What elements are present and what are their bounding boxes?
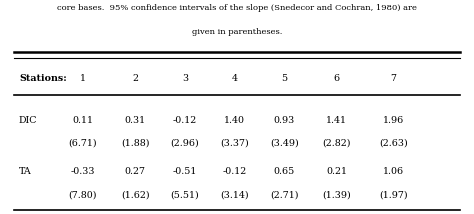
Text: 4: 4 xyxy=(232,74,237,83)
Text: (3.14): (3.14) xyxy=(220,190,249,199)
Text: given in parentheses.: given in parentheses. xyxy=(192,28,282,36)
Text: 1.41: 1.41 xyxy=(326,116,347,125)
Text: (1.62): (1.62) xyxy=(121,190,149,199)
Text: (2.96): (2.96) xyxy=(171,139,199,148)
Text: (7.80): (7.80) xyxy=(69,190,97,199)
Text: (1.88): (1.88) xyxy=(121,139,149,148)
Text: 0.11: 0.11 xyxy=(73,116,93,125)
Text: (6.71): (6.71) xyxy=(69,139,97,148)
Text: 7: 7 xyxy=(391,74,396,83)
Text: TA: TA xyxy=(19,167,32,176)
Text: 2: 2 xyxy=(132,74,138,83)
Text: (5.51): (5.51) xyxy=(171,190,199,199)
Text: -0.33: -0.33 xyxy=(71,167,95,176)
Text: 5: 5 xyxy=(282,74,287,83)
Text: (3.37): (3.37) xyxy=(220,139,249,148)
Text: 6: 6 xyxy=(334,74,339,83)
Text: (3.49): (3.49) xyxy=(270,139,299,148)
Text: 3: 3 xyxy=(182,74,188,83)
Text: 1.96: 1.96 xyxy=(383,116,404,125)
Text: Stations:: Stations: xyxy=(19,74,67,83)
Text: 0.21: 0.21 xyxy=(326,167,347,176)
Text: -0.12: -0.12 xyxy=(222,167,247,176)
Text: -0.51: -0.51 xyxy=(173,167,197,176)
Text: 0.93: 0.93 xyxy=(274,116,295,125)
Text: 0.31: 0.31 xyxy=(125,116,146,125)
Text: core bases.  95% confidence intervals of the slope (Snedecor and Cochran, 1980) : core bases. 95% confidence intervals of … xyxy=(57,4,417,12)
Text: -0.12: -0.12 xyxy=(173,116,197,125)
Text: DIC: DIC xyxy=(19,116,37,125)
Text: 1: 1 xyxy=(80,74,86,83)
Text: 0.27: 0.27 xyxy=(125,167,146,176)
Text: (2.71): (2.71) xyxy=(270,190,299,199)
Text: 1.06: 1.06 xyxy=(383,167,404,176)
Text: (1.97): (1.97) xyxy=(379,190,408,199)
Text: 0.65: 0.65 xyxy=(274,167,295,176)
Text: 1.40: 1.40 xyxy=(224,116,245,125)
Text: (2.63): (2.63) xyxy=(379,139,408,148)
Text: (2.82): (2.82) xyxy=(322,139,351,148)
Text: (1.39): (1.39) xyxy=(322,190,351,199)
